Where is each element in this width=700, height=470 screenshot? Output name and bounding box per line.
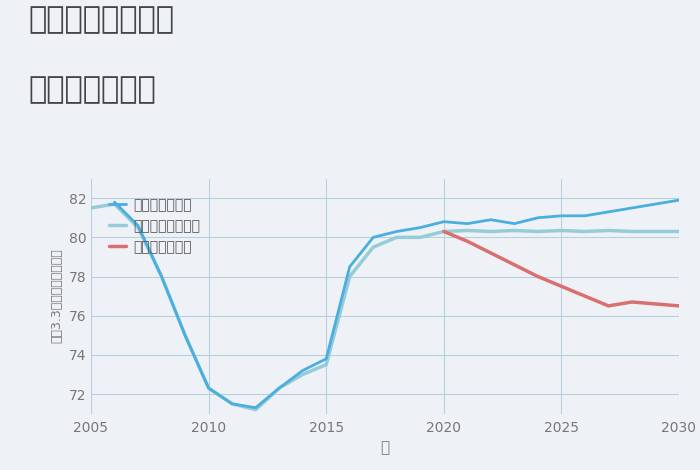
グッドシナリオ (181, 332, 189, 338)
ノーマルシナリオ (204, 385, 213, 391)
Legend: グッドシナリオ, ノーマルシナリオ, バッドシナリオ: グッドシナリオ, ノーマルシナリオ, バッドシナリオ (104, 193, 206, 259)
バッドシナリオ (533, 274, 542, 279)
Line: ノーマルシナリオ: ノーマルシナリオ (91, 204, 679, 410)
グッドシナリオ (510, 221, 519, 227)
グッドシナリオ (557, 213, 566, 219)
X-axis label: 年: 年 (380, 440, 390, 455)
グッドシナリオ (628, 205, 636, 211)
ノーマルシナリオ (628, 228, 636, 234)
バッドシナリオ (581, 293, 589, 299)
Line: グッドシナリオ: グッドシナリオ (115, 200, 679, 407)
バッドシナリオ (675, 303, 683, 309)
ノーマルシナリオ (158, 274, 166, 279)
グッドシナリオ (463, 221, 472, 227)
ノーマルシナリオ (510, 227, 519, 233)
ノーマルシナリオ (651, 228, 659, 234)
ノーマルシナリオ (275, 385, 284, 391)
バッドシナリオ (604, 303, 612, 309)
グッドシナリオ (581, 213, 589, 219)
グッドシナリオ (204, 385, 213, 391)
ノーマルシナリオ (440, 228, 448, 234)
ノーマルシナリオ (675, 228, 683, 234)
グッドシナリオ (158, 274, 166, 279)
ノーマルシナリオ (557, 227, 566, 233)
グッドシナリオ (346, 264, 354, 269)
グッドシナリオ (322, 356, 330, 361)
Text: 神奈川県古淵駅の: 神奈川県古淵駅の (28, 5, 174, 34)
ノーマルシナリオ (393, 235, 401, 240)
グッドシナリオ (651, 201, 659, 207)
バッドシナリオ (557, 283, 566, 289)
バッドシナリオ (651, 301, 659, 307)
グッドシナリオ (369, 235, 377, 240)
グッドシナリオ (440, 219, 448, 225)
グッドシナリオ (486, 217, 495, 222)
グッドシナリオ (228, 401, 237, 407)
ノーマルシナリオ (604, 227, 612, 233)
ノーマルシナリオ (181, 332, 189, 338)
グッドシナリオ (533, 215, 542, 220)
ノーマルシナリオ (228, 401, 237, 407)
ノーマルシナリオ (322, 362, 330, 368)
グッドシナリオ (675, 197, 683, 203)
バッドシナリオ (440, 228, 448, 234)
バッドシナリオ (463, 238, 472, 244)
ノーマルシナリオ (533, 228, 542, 234)
グッドシナリオ (111, 199, 119, 205)
グッドシナリオ (416, 225, 424, 230)
ノーマルシナリオ (298, 372, 307, 377)
グッドシナリオ (393, 228, 401, 234)
グッドシナリオ (604, 209, 612, 215)
Text: 土地の価格推移: 土地の価格推移 (28, 75, 155, 104)
Line: バッドシナリオ: バッドシナリオ (444, 231, 679, 306)
グッドシナリオ (134, 223, 142, 228)
バッドシナリオ (486, 250, 495, 256)
ノーマルシナリオ (346, 274, 354, 279)
グッドシナリオ (298, 368, 307, 373)
ノーマルシナリオ (416, 235, 424, 240)
バッドシナリオ (510, 262, 519, 267)
ノーマルシナリオ (111, 201, 119, 207)
ノーマルシナリオ (87, 205, 95, 211)
グッドシナリオ (251, 405, 260, 410)
バッドシナリオ (628, 299, 636, 305)
グッドシナリオ (275, 385, 284, 391)
ノーマルシナリオ (251, 407, 260, 413)
ノーマルシナリオ (581, 228, 589, 234)
ノーマルシナリオ (486, 228, 495, 234)
Y-axis label: 坪（3.3㎡）単価（万円）: 坪（3.3㎡）単価（万円） (50, 249, 63, 344)
ノーマルシナリオ (369, 244, 377, 250)
ノーマルシナリオ (463, 227, 472, 233)
ノーマルシナリオ (134, 225, 142, 230)
